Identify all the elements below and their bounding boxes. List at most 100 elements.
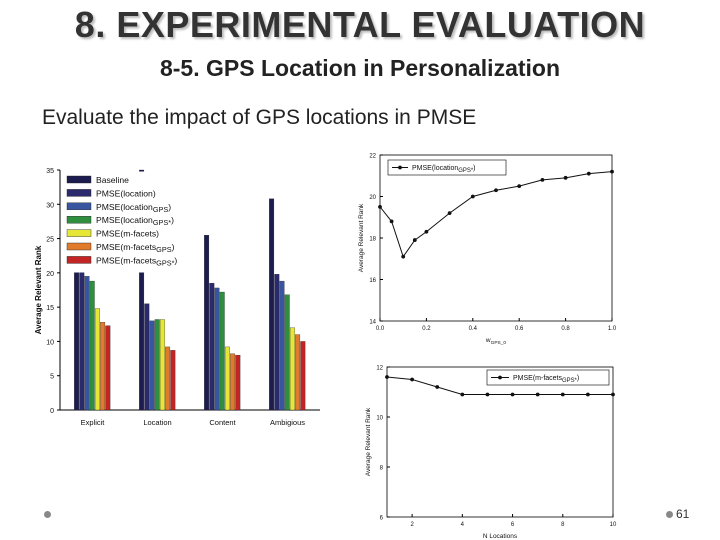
bar-legend-swatch (66, 242, 92, 251)
bar (89, 280, 95, 411)
line1-point (401, 254, 406, 259)
line1-y-tick-label: 16 (369, 278, 376, 284)
bar (74, 252, 80, 411)
bar (159, 319, 165, 411)
line1-legend-marker (398, 165, 402, 170)
bar-y-tick-label: 10 (46, 339, 54, 346)
bar (214, 287, 220, 411)
line2-point (510, 392, 515, 397)
bar-legend-label: Baseline (96, 175, 129, 185)
line2-legend-label: PMSE(m-facetsGPS*) (513, 375, 579, 384)
bar-category-label: Content (209, 418, 236, 427)
bar (144, 303, 150, 411)
line2-x-tick-label: 10 (610, 522, 617, 528)
line2-y-tick-label: 6 (380, 516, 384, 522)
bar-category-label: Ambigious (270, 418, 305, 427)
line2-point (611, 392, 615, 397)
line2-point (585, 392, 590, 397)
line1-x-tick-label: 1.0 (608, 326, 617, 332)
line2-point (460, 392, 465, 397)
line2-y-tick-label: 10 (376, 416, 383, 422)
bar (230, 353, 236, 411)
line2-point (385, 375, 389, 379)
bar-legend-swatch (66, 216, 92, 224)
slide-title: 8. EXPERIMENTAL EVALUATION (74, 4, 646, 45)
bar-category-label: Explicit (81, 418, 106, 427)
bar-y-tick-label: 15 (46, 305, 54, 312)
line2-legend-box (486, 369, 610, 386)
line1-point (517, 184, 522, 189)
line1-plot-frame (379, 154, 613, 322)
bar (289, 327, 295, 411)
bar-y-axis-label: Average Relevant Rank (34, 245, 43, 334)
line2-x-tick-label: 4 (461, 522, 465, 528)
bar-y-tick-label: 30 (46, 202, 54, 209)
line2-point (410, 377, 415, 382)
line2-legend-marker (498, 375, 502, 380)
bar-legend-swatch (66, 229, 92, 237)
bar (149, 320, 155, 411)
line1-x-tick-label: 0.4 (469, 326, 478, 332)
bar (100, 322, 106, 411)
bar (105, 325, 111, 411)
line2-series-line (386, 376, 613, 395)
line2-point (535, 392, 540, 397)
line2-x-tick-label: 6 (511, 522, 515, 528)
line1-x-tick-label: 0.0 (376, 326, 385, 332)
bar (274, 274, 280, 411)
bar-y-tick-label: 35 (46, 168, 54, 175)
bar-y-tick-label: 5 (50, 374, 54, 381)
footer-bullet-left (44, 511, 51, 518)
line2-point (485, 392, 490, 397)
line2-x-axis-label: N Locations (483, 533, 518, 540)
bar (279, 280, 285, 411)
bar (284, 294, 290, 411)
line-chart-weight: 14 16 18 20 22 0.0 0.2 0.4 0.6 0.8 1.0 Average Rele… (358, 154, 617, 347)
bar-y-tick-label: 25 (46, 237, 54, 244)
bar (235, 354, 241, 411)
line1-x-axis-label: wGPS_0 (485, 337, 507, 346)
bar-y-tick-label: 20 (46, 271, 54, 278)
bar-legend-swatch (66, 175, 92, 184)
line1-point (494, 188, 498, 193)
line-chart-n-locations: 6 8 10 12 2 4 6 8 10 Average Relevant Rank N Locat… (365, 366, 617, 540)
line1-legend-label: PMSE(locationGPS*) (412, 165, 476, 174)
slide-subtitle: 8-5. GPS Location in Personalization (159, 55, 561, 81)
line1-point (424, 229, 429, 234)
bar-y-tick-label: 0 (50, 408, 54, 415)
bar (170, 350, 176, 411)
line1-y-tick-label: 14 (369, 320, 376, 326)
line1-point (540, 178, 545, 182)
bar (219, 291, 225, 411)
bar (204, 234, 210, 411)
bar (300, 341, 306, 411)
line1-x-tick-label: 0.6 (515, 326, 524, 332)
line1-point (586, 171, 591, 176)
line1-y-tick-label: 18 (369, 237, 376, 243)
bar (224, 346, 230, 411)
bar (79, 269, 85, 411)
line1-x-tick-label: 0.8 (561, 326, 570, 332)
bar (154, 319, 160, 411)
line1-legend-box (387, 159, 507, 176)
line1-point (412, 238, 417, 242)
line1-x-tick-label: 0.2 (422, 326, 431, 332)
line1-y-axis-label: Average Relevant Rank (358, 203, 365, 272)
line1-point (610, 169, 614, 174)
bar (139, 169, 145, 411)
slide-body-text: Evaluate the impact of GPS locations in … (42, 106, 477, 129)
bar-chart: 0 5 10 15 20 25 30 35 Average Relevant Rank Expli… (34, 168, 320, 427)
line1-y-tick-label: 20 (369, 195, 376, 201)
line1-point (378, 204, 382, 209)
footer-bullet-right (666, 511, 673, 518)
bar-legend-swatch (66, 189, 92, 197)
line1-series-line (379, 171, 613, 258)
line2-point (435, 385, 440, 389)
line2-plot-frame (386, 366, 614, 518)
bar-legend-label: PMSE(location) (96, 188, 156, 198)
bar (94, 308, 100, 411)
line2-point (560, 392, 565, 397)
bar (84, 276, 90, 411)
bar-category-label: Location (143, 418, 171, 427)
bar-legend-swatch (66, 256, 92, 264)
